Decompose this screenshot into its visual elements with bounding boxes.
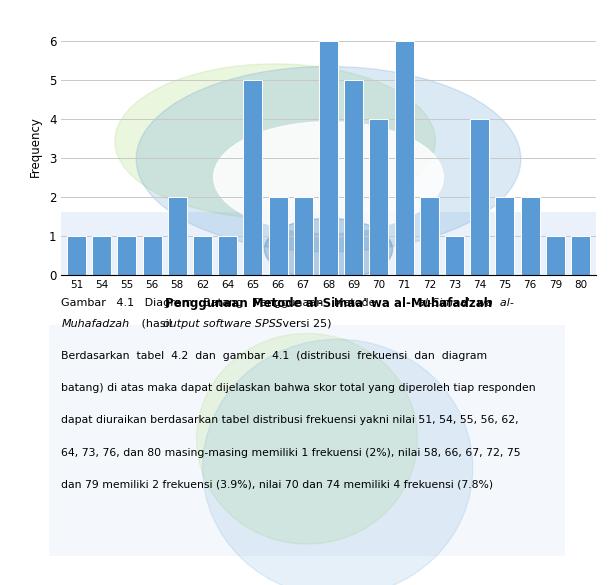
Bar bbox=[193, 236, 212, 275]
Circle shape bbox=[214, 122, 443, 232]
Bar bbox=[571, 236, 590, 275]
Bar bbox=[319, 41, 338, 275]
Text: Muhafadzah: Muhafadzah bbox=[61, 319, 130, 329]
Text: Berdasarkan  tabel  4.2  dan  gambar  4.1  (distribusi  frekuensi  dan  diagram: Berdasarkan tabel 4.2 dan gambar 4.1 (di… bbox=[61, 351, 488, 361]
Bar bbox=[470, 119, 489, 275]
Bar bbox=[294, 197, 313, 275]
Bar bbox=[218, 236, 237, 275]
Circle shape bbox=[136, 67, 521, 252]
Bar bbox=[546, 236, 565, 275]
Text: dapat diuraikan berdasarkan tabel distribusi frekuensi yakni nilai 51, 54, 55, 5: dapat diuraikan berdasarkan tabel distri… bbox=[61, 415, 519, 425]
Bar bbox=[420, 197, 439, 275]
Bar bbox=[67, 236, 86, 275]
Bar bbox=[142, 236, 161, 275]
Text: batang) di atas maka dapat dijelaskan bahwa skor total yang diperoleh tiap respo: batang) di atas maka dapat dijelaskan ba… bbox=[61, 383, 536, 393]
Text: (hasil: (hasil bbox=[138, 319, 176, 329]
Bar bbox=[61, 212, 596, 275]
Bar bbox=[168, 197, 187, 275]
Bar bbox=[370, 119, 388, 275]
Bar bbox=[92, 236, 111, 275]
Circle shape bbox=[265, 218, 392, 280]
Y-axis label: Frequency: Frequency bbox=[29, 116, 42, 177]
Text: 64, 73, 76, dan 80 masing-masing memiliki 1 frekuensi (2%), nilai 58, 66, 67, 72: 64, 73, 76, dan 80 masing-masing memilik… bbox=[61, 448, 521, 457]
Bar bbox=[521, 197, 540, 275]
Circle shape bbox=[115, 64, 435, 218]
Text: output software SPSS: output software SPSS bbox=[163, 319, 282, 329]
X-axis label: Penggunaan Metode al-Simaa' wa al-Muhafadzah: Penggunaan Metode al-Simaa' wa al-Muhafa… bbox=[165, 297, 492, 309]
Bar bbox=[117, 236, 136, 275]
Text: al-Simaa'  wa  al-: al-Simaa' wa al- bbox=[418, 298, 513, 308]
Text: Gambar   4.1   Diagram   Batang   Penggunaan   Metode: Gambar 4.1 Diagram Batang Penggunaan Met… bbox=[61, 298, 386, 308]
Text: versi 25): versi 25) bbox=[279, 319, 332, 329]
Text: dan 79 memiliki 2 frekuensi (3.9%), nilai 70 dan 74 memiliki 4 frekuensi (7.8%): dan 79 memiliki 2 frekuensi (3.9%), nila… bbox=[61, 480, 494, 490]
Bar bbox=[344, 80, 363, 275]
Bar bbox=[395, 41, 414, 275]
Bar bbox=[269, 197, 287, 275]
Bar bbox=[495, 197, 515, 275]
Bar bbox=[243, 80, 262, 275]
Bar bbox=[445, 236, 464, 275]
